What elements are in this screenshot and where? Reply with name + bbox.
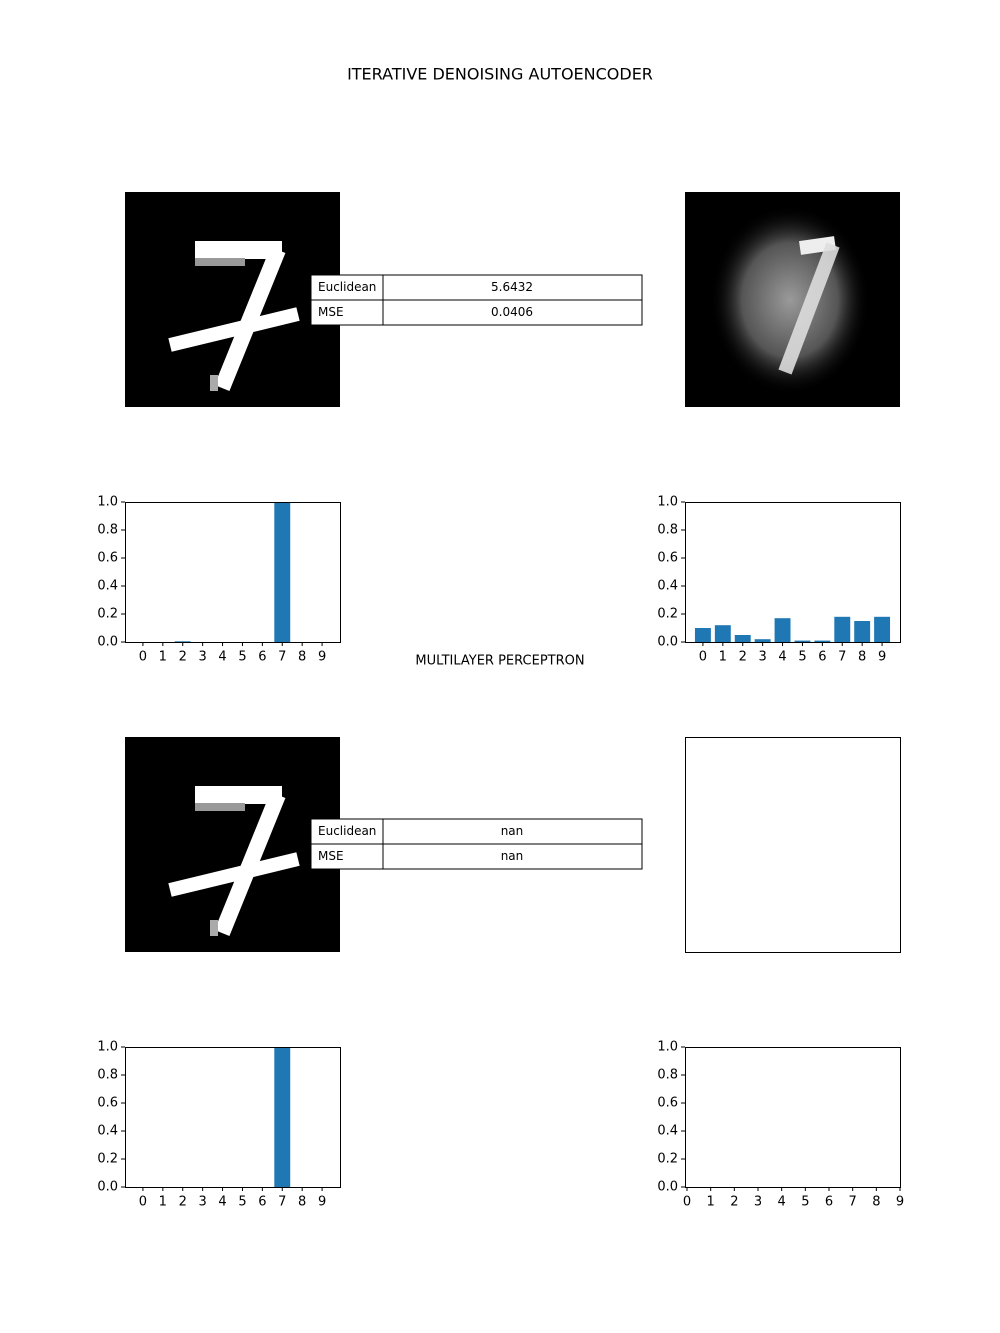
table-cell: 0.0406 [491, 305, 533, 319]
section-title: MULTILAYER PERCEPTRON [415, 654, 584, 669]
bar [694, 628, 711, 642]
x-tick-label: 4 [778, 650, 786, 665]
y-tick-label: 1.0 [97, 1040, 118, 1055]
axes-frame [685, 502, 901, 643]
table-cell: Euclidean [318, 280, 376, 294]
y-tick-label: 0.0 [97, 635, 118, 650]
x-tick-label: 4 [218, 650, 226, 665]
x-tick-label: 4 [218, 1195, 226, 1210]
y-tick-label: 0.6 [97, 1096, 118, 1111]
x-tick-label: 8 [298, 650, 306, 665]
bar [774, 618, 791, 642]
y-tick-label: 0.2 [657, 607, 678, 622]
x-tick-label: 3 [198, 1195, 206, 1210]
x-tick-label: 0 [139, 650, 147, 665]
bar [174, 641, 191, 642]
x-tick-label: 2 [739, 650, 747, 665]
y-tick-label: 0.8 [657, 1068, 678, 1083]
x-tick-label: 0 [139, 1195, 147, 1210]
y-tick-label: 1.0 [657, 1040, 678, 1055]
x-tick-label: 9 [318, 650, 326, 665]
x-tick-label: 2 [730, 1195, 738, 1210]
x-tick-label: 0 [699, 650, 707, 665]
y-tick-label: 0.0 [97, 1180, 118, 1195]
y-tick-label: 0.0 [657, 635, 678, 650]
x-tick-label: 2 [179, 650, 187, 665]
y-tick-label: 0.4 [657, 579, 678, 594]
reconstruction-image [685, 192, 900, 407]
x-tick-label: 5 [801, 1195, 809, 1210]
y-tick-label: 0.6 [657, 1096, 678, 1111]
x-tick-label: 9 [878, 650, 886, 665]
x-tick-label: 6 [258, 1195, 266, 1210]
x-tick-label: 4 [778, 1195, 786, 1210]
table-cell: Euclidean [318, 824, 376, 838]
table-cell: MSE [318, 305, 344, 319]
bar [874, 616, 891, 642]
bar [814, 640, 831, 642]
x-tick-label: 2 [179, 1195, 187, 1210]
x-tick-label: 6 [818, 650, 826, 665]
x-tick-label: 1 [707, 1195, 715, 1210]
y-tick-label: 0.2 [97, 607, 118, 622]
axes-frame [125, 502, 341, 643]
table-cell: 5.6432 [491, 280, 533, 294]
y-tick-label: 0.4 [97, 1124, 118, 1139]
x-tick-label: 9 [318, 1195, 326, 1210]
y-tick-label: 0.4 [657, 1124, 678, 1139]
x-tick-label: 1 [159, 650, 167, 665]
x-tick-label: 8 [872, 1195, 880, 1210]
table-cell: nan [501, 824, 524, 838]
axes-frame [125, 1047, 341, 1188]
table-cell: MSE [318, 849, 344, 863]
y-tick-label: 0.0 [657, 1180, 678, 1195]
x-tick-label: 6 [825, 1195, 833, 1210]
x-tick-label: 1 [159, 1195, 167, 1210]
section-title: ITERATIVE DENOISING AUTOENCODER [347, 65, 653, 84]
digit-image [125, 192, 340, 407]
x-tick-label: 9 [896, 1195, 904, 1210]
x-tick-label: 7 [278, 650, 286, 665]
x-tick-label: 5 [798, 650, 806, 665]
axes-frame [685, 1047, 901, 1188]
x-tick-label: 3 [758, 650, 766, 665]
y-tick-label: 0.8 [657, 523, 678, 538]
x-tick-label: 3 [198, 650, 206, 665]
x-tick-label: 5 [238, 650, 246, 665]
x-tick-label: 6 [258, 650, 266, 665]
y-tick-label: 0.6 [97, 551, 118, 566]
x-tick-label: 7 [278, 1195, 286, 1210]
x-tick-label: 3 [754, 1195, 762, 1210]
empty-image [685, 737, 901, 953]
y-tick-label: 0.6 [657, 551, 678, 566]
metrics-table: Euclidean nan MSE nan [310, 818, 643, 870]
y-tick-label: 1.0 [97, 495, 118, 510]
x-tick-label: 5 [238, 1195, 246, 1210]
x-tick-label: 8 [298, 1195, 306, 1210]
x-tick-label: 7 [849, 1195, 857, 1210]
bar [834, 616, 851, 642]
y-tick-label: 0.8 [97, 523, 118, 538]
table-cell: nan [501, 849, 524, 863]
bar [794, 640, 811, 642]
y-tick-label: 0.8 [97, 1068, 118, 1083]
bar [854, 621, 871, 642]
y-tick-label: 1.0 [657, 495, 678, 510]
x-tick-label: 1 [719, 650, 727, 665]
x-tick-label: 8 [858, 650, 866, 665]
y-tick-label: 0.4 [97, 579, 118, 594]
y-tick-label: 0.2 [97, 1152, 118, 1167]
x-tick-label: 7 [838, 650, 846, 665]
y-tick-label: 0.2 [657, 1152, 678, 1167]
digit-image [125, 737, 340, 952]
bar [274, 502, 291, 642]
bar [714, 625, 731, 642]
bar [734, 635, 751, 642]
metrics-table: Euclidean 5.6432 MSE 0.0406 [310, 274, 643, 326]
x-tick-label: 0 [683, 1195, 691, 1210]
bar [274, 1047, 291, 1187]
bar [754, 639, 771, 642]
